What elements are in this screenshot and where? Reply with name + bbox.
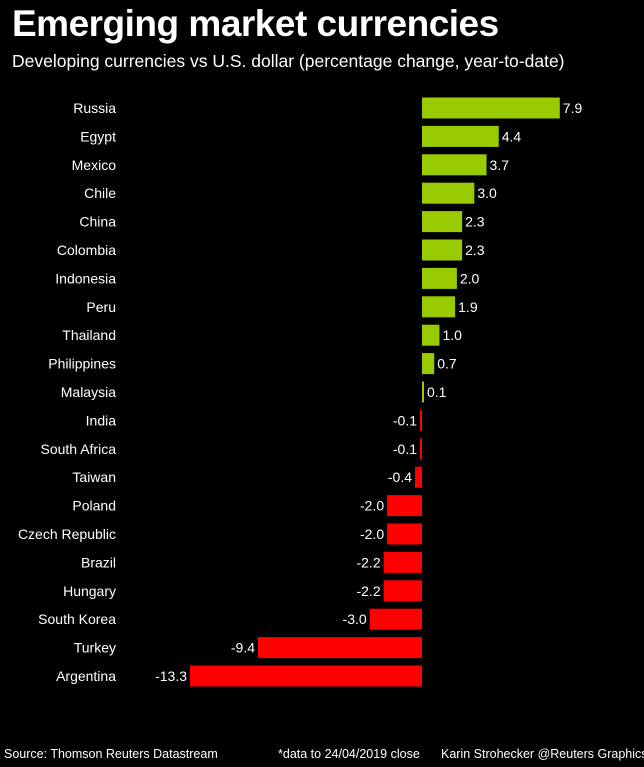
value-label: -2.2 (356, 554, 380, 570)
chart-title: Emerging market currencies (12, 3, 499, 44)
bar-russia (422, 97, 560, 119)
value-label: 1.0 (442, 327, 462, 343)
category-label: Poland (72, 498, 116, 514)
bar-china (422, 211, 463, 233)
bar-india (420, 409, 422, 431)
value-label: -2.2 (356, 583, 380, 599)
value-label: -0.4 (388, 469, 412, 485)
category-label: Brazil (81, 554, 116, 570)
value-label: 2.0 (460, 270, 480, 286)
bar-colombia (422, 239, 463, 261)
bar-taiwan (415, 466, 422, 488)
category-label: China (79, 214, 116, 230)
value-label: -2.0 (360, 526, 384, 542)
bar-philippines (422, 353, 435, 375)
category-label: Turkey (74, 640, 116, 656)
bar-malaysia (422, 381, 424, 403)
bar-hungary (383, 580, 422, 602)
bar-egypt (422, 125, 499, 147)
value-label: 3.0 (477, 185, 497, 201)
bar-brazil (383, 551, 422, 573)
value-label: -2.0 (360, 498, 384, 514)
category-label: South Korea (38, 611, 116, 627)
category-label: Peru (86, 299, 116, 315)
category-label: Thailand (62, 327, 116, 343)
value-label: -13.3 (155, 668, 187, 684)
value-label: -9.4 (231, 640, 255, 656)
bar-chile (422, 182, 475, 204)
category-label: Russia (73, 100, 116, 116)
bar-thailand (422, 324, 440, 346)
data-date-note: *data to 24/04/2019 close (278, 747, 420, 761)
category-label: Argentina (56, 668, 116, 684)
value-label: -3.0 (343, 611, 367, 627)
bar-turkey (258, 637, 422, 659)
value-label: 7.9 (563, 100, 583, 116)
value-label: 0.1 (427, 384, 447, 400)
bar-poland (387, 495, 422, 517)
source-note: Source: Thomson Reuters Datastream (4, 747, 218, 761)
author-credit: Karin Strohecker @Reuters Graphics (441, 747, 644, 761)
category-label: Indonesia (55, 270, 116, 286)
bar-mexico (422, 154, 487, 176)
value-label: 4.4 (502, 128, 522, 144)
category-label: Philippines (48, 356, 116, 372)
category-label: Hungary (63, 583, 116, 599)
category-label: Mexico (72, 157, 117, 173)
category-label: Chile (84, 185, 116, 201)
value-label: 1.9 (458, 299, 478, 315)
category-label: Malaysia (61, 384, 116, 400)
category-label: Colombia (57, 242, 116, 258)
bar-south-korea (369, 608, 422, 630)
bar-argentina (190, 665, 422, 687)
value-label: 2.3 (465, 242, 485, 258)
category-label: Taiwan (72, 469, 116, 485)
category-label: India (86, 412, 117, 428)
category-label: Egypt (80, 128, 116, 144)
bar-czech-republic (387, 523, 422, 545)
bar-peru (422, 296, 456, 318)
chart-subtitle: Developing currencies vs U.S. dollar (pe… (12, 51, 565, 71)
bar-south-africa (420, 438, 422, 460)
value-label: -0.1 (393, 441, 417, 457)
category-label: South Africa (41, 441, 117, 457)
category-label: Czech Republic (18, 526, 116, 542)
value-label: 3.7 (490, 157, 510, 173)
bar-indonesia (422, 267, 457, 289)
value-label: 2.3 (465, 214, 485, 230)
value-label: -0.1 (393, 412, 417, 428)
value-label: 0.7 (437, 356, 457, 372)
